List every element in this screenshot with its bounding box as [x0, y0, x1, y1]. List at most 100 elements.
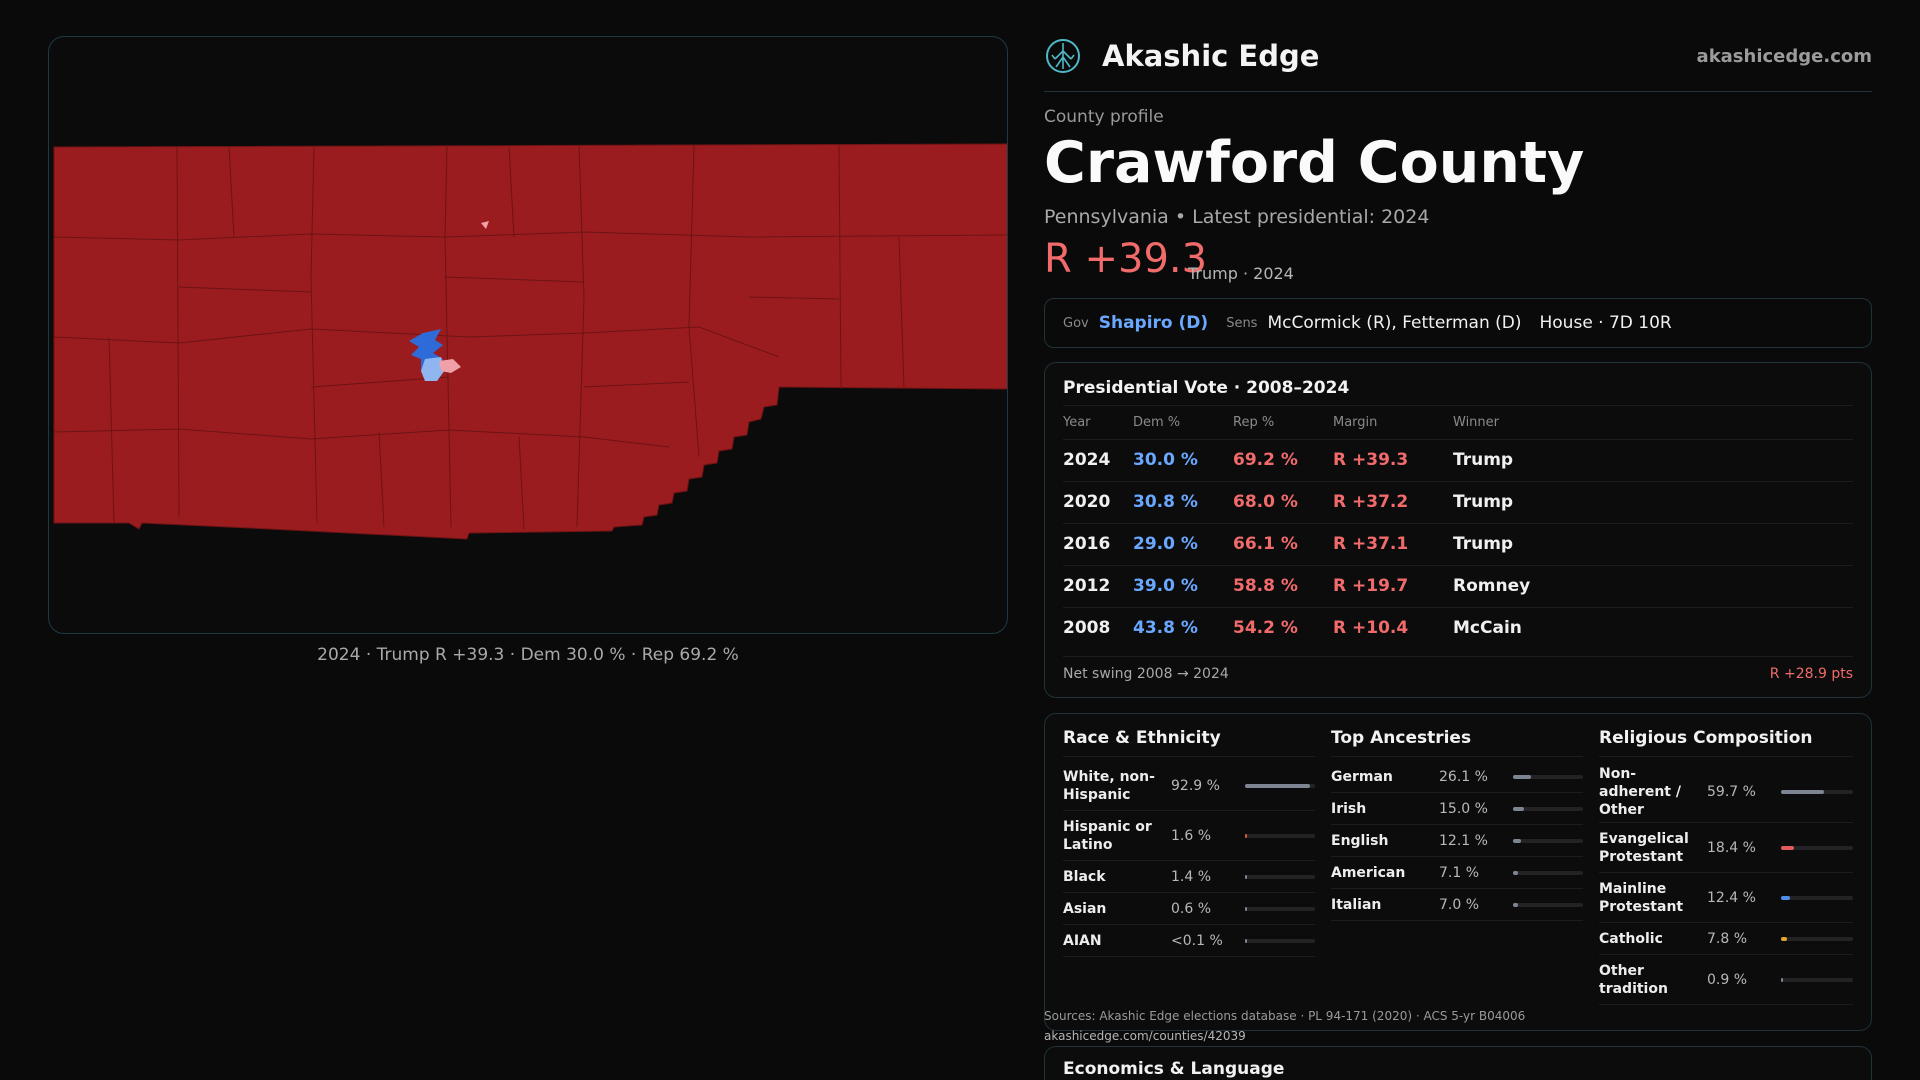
table-row: 2016 29.0 % 66.1 % R +37.1 Trump	[1063, 522, 1853, 565]
share-bar-fill	[1781, 936, 1787, 941]
share-bar-fill	[1781, 895, 1790, 900]
column-header-winner: Winner	[1453, 415, 1500, 431]
dem-cell: 43.8 %	[1133, 606, 1233, 649]
list-item: Asian 0.6 %	[1063, 893, 1315, 925]
winner-cell: McCain	[1453, 606, 1853, 649]
ancestry-list: German 26.1 % Irish 15.0 % English 12.1 % Amer…	[1331, 761, 1583, 921]
table-row: 2008 43.8 % 54.2 % R +10.4 McCain	[1063, 606, 1853, 649]
page-title: Crawford County	[1044, 130, 1585, 196]
tree-of-life-icon	[1046, 39, 1080, 73]
rep-precinct-small[interactable]	[481, 221, 489, 229]
item-label: English	[1331, 832, 1389, 849]
share-bar-fill	[1781, 845, 1795, 850]
item-percent: 0.9 %	[1707, 971, 1748, 988]
sources-note: Sources: Akashic Edge elections database…	[1044, 1006, 1525, 1046]
share-bar	[1513, 806, 1583, 811]
winner-cell: Trump	[1453, 480, 1853, 523]
list-item: Other tradition 0.9 %	[1599, 955, 1853, 1005]
share-bar-fill	[1513, 902, 1518, 907]
site-link[interactable]: akashicedge.com	[1696, 46, 1872, 67]
item-label: Irish	[1331, 800, 1367, 817]
item-percent: 12.4 %	[1707, 889, 1756, 906]
brand-name: Akashic Edge	[1102, 39, 1320, 73]
divider	[1063, 756, 1315, 757]
dem-cell: 39.0 %	[1133, 564, 1233, 607]
item-label: Black	[1063, 868, 1106, 885]
item-percent: 59.7 %	[1707, 783, 1756, 800]
share-bar	[1245, 938, 1315, 943]
house-delegation: House · 7D 10R	[1539, 313, 1672, 333]
county-map[interactable]	[49, 37, 1008, 634]
dem-cell: 30.8 %	[1133, 480, 1233, 523]
share-bar	[1245, 833, 1315, 838]
township-boundaries	[53, 144, 1007, 530]
list-item: AIAN <0.1 %	[1063, 925, 1315, 957]
share-bar-fill	[1513, 774, 1532, 779]
item-label: Mainline Protestant	[1599, 880, 1684, 915]
share-bar-fill	[1781, 789, 1824, 794]
winner-cell: Trump	[1453, 522, 1853, 565]
list-item: Non-adherent / Other 59.7 %	[1599, 761, 1853, 823]
officials-bar: Gov Shapiro (D) Sens McCormick (R), Fett…	[1044, 298, 1872, 348]
item-label: Asian	[1063, 900, 1107, 917]
list-item: Mainline Protestant 12.4 %	[1599, 873, 1853, 923]
city-precincts[interactable]	[409, 221, 489, 381]
margin-cell: R +19.7	[1333, 564, 1453, 607]
county-shape[interactable]	[53, 143, 1008, 540]
share-bar	[1245, 906, 1315, 911]
share-bar-fill	[1245, 906, 1247, 911]
item-percent: 92.9 %	[1171, 777, 1220, 794]
column-header-margin: Margin	[1333, 415, 1378, 431]
sens-label: Sens	[1226, 315, 1258, 331]
net-swing-label: Net swing 2008 → 2024	[1063, 666, 1229, 682]
share-bar	[1513, 838, 1583, 843]
senators: McCormick (R), Fetterman (D)	[1267, 313, 1522, 333]
county-profile-panel: Akashic Edge akashicedge.com County prof…	[1044, 0, 1872, 1080]
item-label: Non-adherent / Other	[1599, 765, 1681, 818]
item-percent: 18.4 %	[1707, 839, 1756, 856]
dem-cell: 29.0 %	[1133, 522, 1233, 565]
share-bar-fill	[1245, 874, 1247, 879]
brand[interactable]: Akashic Edge	[1044, 36, 1319, 76]
rep-cell: 68.0 %	[1233, 480, 1333, 523]
winner-cell: Romney	[1453, 564, 1853, 607]
divider	[1063, 656, 1853, 657]
share-bar-fill	[1245, 783, 1311, 788]
presidential-vote-card: Presidential Vote · 2008–2024 Year Dem %…	[1044, 362, 1872, 698]
year-cell: 2012	[1063, 564, 1133, 607]
list-item: White, non-Hispanic 92.9 %	[1063, 761, 1315, 811]
item-label: Catholic	[1599, 930, 1663, 947]
list-item: Italian 7.0 %	[1331, 889, 1583, 921]
religion-column: Religious Composition Non-adherent / Oth…	[1599, 728, 1853, 1005]
table-row: 2024 30.0 % 69.2 % R +39.3 Trump	[1063, 438, 1853, 481]
share-bar	[1245, 783, 1315, 788]
presidential-vote-title: Presidential Vote · 2008–2024	[1063, 378, 1350, 398]
governor-link[interactable]: Shapiro (D)	[1098, 313, 1209, 333]
page-kicker: County profile	[1044, 107, 1164, 127]
rep-cell: 66.1 %	[1233, 522, 1333, 565]
rep-precinct-light[interactable]	[439, 359, 461, 373]
sources-text: Sources: Akashic Edge elections database…	[1044, 1009, 1526, 1023]
table-row: 2020 30.8 % 68.0 % R +37.2 Trump	[1063, 480, 1853, 523]
year-cell: 2020	[1063, 480, 1133, 523]
margin-cell: R +10.4	[1333, 606, 1453, 649]
share-bar	[1513, 902, 1583, 907]
header-divider	[1044, 91, 1872, 92]
margin-cell: R +37.2	[1333, 480, 1453, 523]
county-map-panel[interactable]	[48, 36, 1008, 634]
item-label: White, non-Hispanic	[1063, 768, 1155, 803]
share-bar-fill	[1245, 833, 1247, 838]
page-subtitle: Pennsylvania • Latest presidential: 2024	[1044, 206, 1430, 228]
year-cell: 2024	[1063, 438, 1133, 481]
item-percent: 12.1 %	[1439, 832, 1488, 849]
net-swing-value: R +28.9 pts	[1769, 666, 1853, 682]
item-percent: 7.1 %	[1439, 864, 1480, 881]
race-ethnicity-column: Race & Ethnicity White, non-Hispanic 92.9…	[1063, 728, 1315, 957]
item-percent: 26.1 %	[1439, 768, 1488, 785]
divider	[1063, 405, 1853, 406]
county-permalink[interactable]: akashicedge.com/counties/42039	[1044, 1029, 1246, 1043]
item-percent: 7.8 %	[1707, 930, 1748, 947]
column-header-dem: Dem %	[1133, 415, 1181, 431]
dem-precinct-light[interactable]	[421, 357, 445, 381]
share-bar	[1513, 774, 1583, 779]
